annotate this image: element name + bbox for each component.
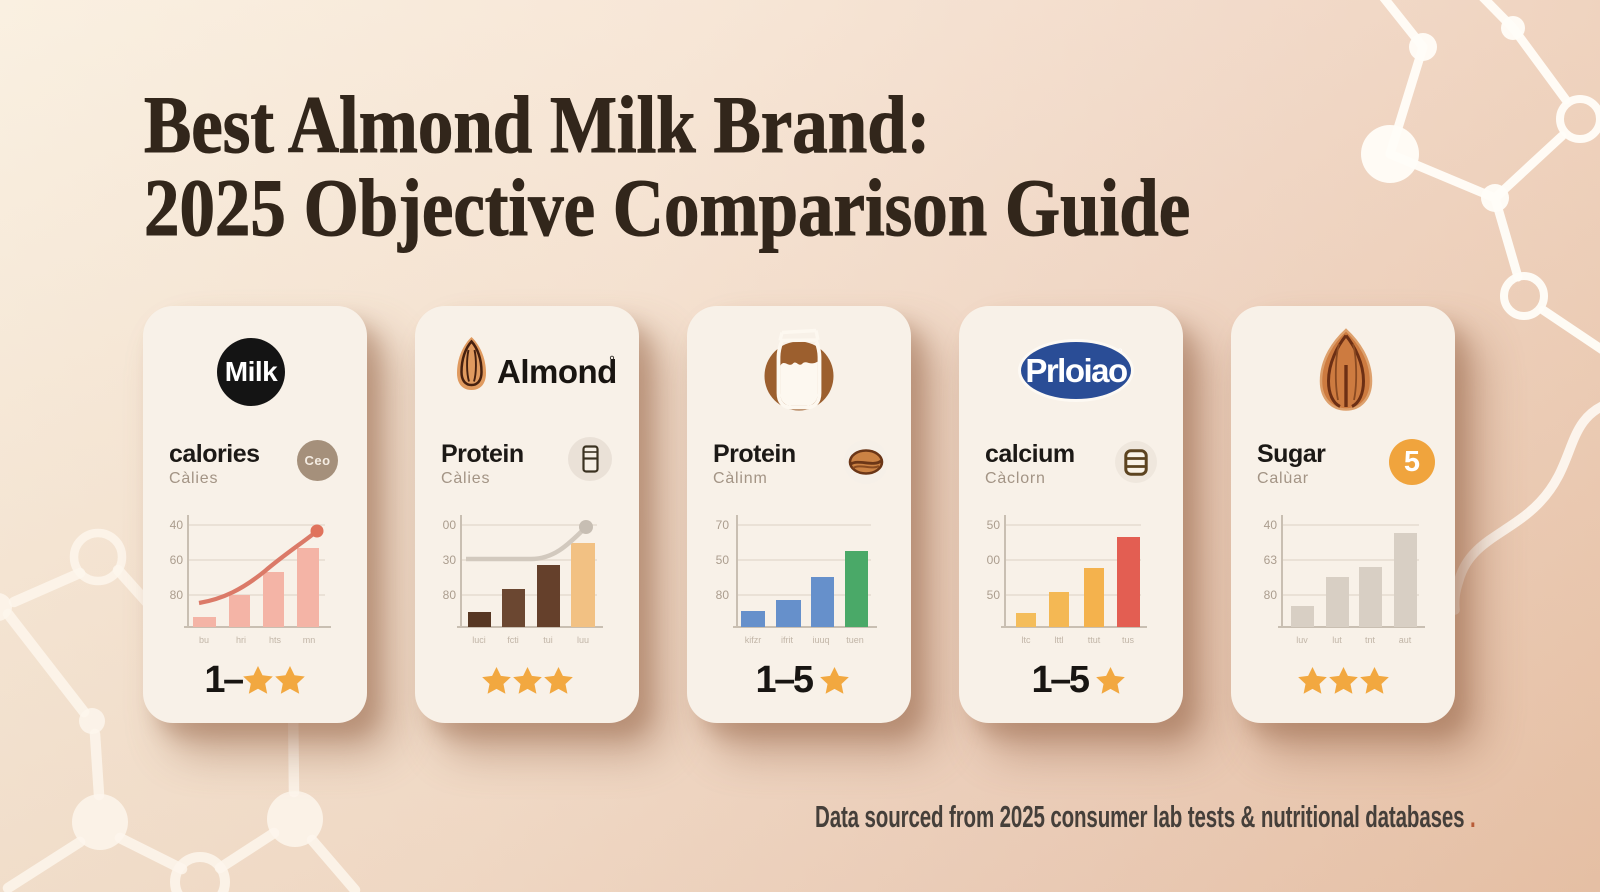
svg-text:60: 60 <box>170 553 184 567</box>
svg-text:luu: luu <box>577 635 589 645</box>
svg-text:63: 63 <box>1264 553 1278 567</box>
svg-text:tus: tus <box>1122 635 1135 645</box>
svg-text:hts: hts <box>269 635 282 645</box>
svg-text:tnt: tnt <box>1365 635 1376 645</box>
svg-text:lut: lut <box>1332 635 1342 645</box>
svg-text:kifzr: kifzr <box>745 635 762 645</box>
svg-text:luci: luci <box>472 635 486 645</box>
svg-text:ifrit: ifrit <box>781 635 793 645</box>
svg-text:00: 00 <box>987 553 1001 567</box>
svg-text:hri: hri <box>236 635 246 645</box>
svg-text:tui: tui <box>543 635 553 645</box>
svg-text:tuen: tuen <box>846 635 864 645</box>
svg-text:80: 80 <box>170 588 184 602</box>
svg-text:aut: aut <box>1399 635 1412 645</box>
svg-text:50: 50 <box>716 553 730 567</box>
svg-text:ltc: ltc <box>1022 635 1032 645</box>
svg-text:mn: mn <box>303 635 316 645</box>
svg-text:fcti: fcti <box>507 635 519 645</box>
svg-text:70: 70 <box>716 518 730 532</box>
svg-text:30: 30 <box>443 553 457 567</box>
svg-text:50: 50 <box>987 588 1001 602</box>
svg-text:lttl: lttl <box>1055 635 1064 645</box>
svg-text:50: 50 <box>987 518 1001 532</box>
svg-text:80: 80 <box>716 588 730 602</box>
svg-text:80: 80 <box>443 588 457 602</box>
svg-text:bu: bu <box>199 635 209 645</box>
svg-text:40: 40 <box>170 518 184 532</box>
svg-text:iuuq: iuuq <box>812 635 829 645</box>
svg-text:40: 40 <box>1264 518 1278 532</box>
svg-text:luv: luv <box>1296 635 1308 645</box>
svg-text:80: 80 <box>1264 588 1278 602</box>
svg-text:ttut: ttut <box>1088 635 1101 645</box>
svg-text:00: 00 <box>443 518 457 532</box>
